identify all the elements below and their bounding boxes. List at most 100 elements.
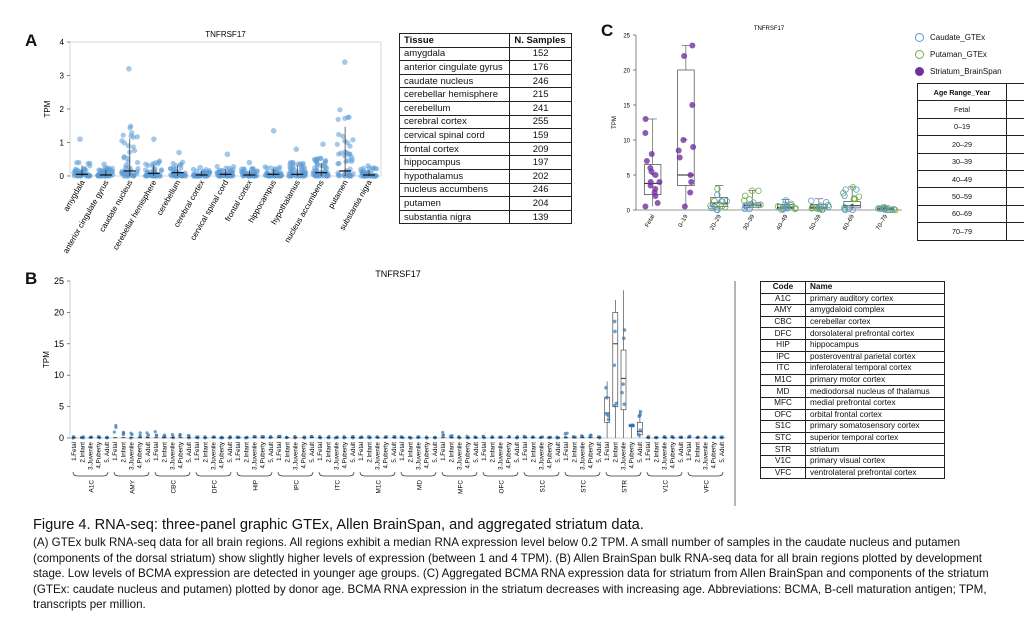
data-point <box>134 134 140 140</box>
striatum-point <box>656 179 663 185</box>
y-tick-label: 20 <box>623 69 630 75</box>
caudate-point <box>849 206 856 214</box>
data-point <box>337 107 343 113</box>
stage-label: 4.Puberty <box>383 441 390 468</box>
putaman-point <box>851 195 858 202</box>
stage-label: 2.Infant <box>243 442 250 463</box>
region-name-cell: orbital frontal cortex <box>805 408 945 422</box>
data-point <box>621 382 625 386</box>
tissue-cell: cerebellum <box>398 100 511 116</box>
age-range-cell: Fetal <box>917 100 1007 119</box>
stage-label: 2.Infant <box>79 442 86 463</box>
data-point <box>96 167 102 173</box>
age-table-row: 30–39 <box>917 152 1024 171</box>
data-point <box>612 319 617 324</box>
legend-caudate: Caudate_GTEx <box>915 29 1024 46</box>
stage-label: 2.Infant <box>325 442 332 463</box>
stage-label: 5. Adult <box>637 442 644 463</box>
y-tick-label: 20 <box>54 307 64 317</box>
group-label: VFC <box>704 480 711 493</box>
x-tick-label: 30–39 <box>743 213 757 231</box>
n-samples-cell: 255 <box>509 114 572 130</box>
stage-label: 5. Adult <box>391 442 398 463</box>
max-point <box>246 159 253 166</box>
caudate-point <box>714 191 721 199</box>
chart-a-title: TNFRSF17 <box>205 30 246 39</box>
tissue-cell: substantia nigra <box>398 209 511 225</box>
data-point <box>598 435 602 439</box>
age-table-row: Fetal <box>917 100 1024 119</box>
tissue-table-row: cervical spinal cord 159 <box>398 128 572 143</box>
data-point <box>207 169 213 176</box>
data-point <box>186 433 191 438</box>
region-name-cell: superior temporal cortex <box>805 431 945 445</box>
data-point <box>311 172 317 178</box>
data-point <box>129 130 135 136</box>
code-table-row: OFC orbital frontal cortex <box>760 408 945 422</box>
data-point <box>335 116 341 123</box>
age-n-cell <box>1006 169 1024 189</box>
data-point <box>347 166 353 172</box>
putaman-point <box>892 206 899 214</box>
region-name-cell: hippocampus <box>805 338 945 352</box>
data-point <box>96 434 101 439</box>
region-name-cell: amygdaloid complex <box>805 304 945 317</box>
region-name-cell: primary somatosensory cortex <box>805 420 945 433</box>
code-table: Code Name A1C primary auditory cortex AMY a… <box>760 281 945 480</box>
y-tick-label: 3 <box>60 72 65 81</box>
stage-label: 3.Juvenile <box>457 441 464 469</box>
code-cell: VFC <box>760 466 806 480</box>
stage-label: 3.Juvenile <box>252 441 259 469</box>
code-cell: M1C <box>760 373 806 387</box>
stage-label: 2.Infant <box>653 442 660 463</box>
age-range-cell: 70–79 <box>917 222 1007 241</box>
legend-caudate-label: Caudate_GTEx <box>930 33 986 42</box>
striatum-legend-marker <box>915 67 924 76</box>
data-point <box>334 141 340 147</box>
region-name-cell: primary auditory cortex <box>805 292 945 306</box>
age-table-row: 0–19 <box>917 117 1024 137</box>
striatum-point <box>675 147 682 154</box>
caudate-point <box>818 206 825 213</box>
data-point <box>178 161 184 167</box>
striatum-point <box>689 102 696 108</box>
data-point <box>620 390 624 395</box>
tissue-cell: hypothalamus <box>398 168 511 184</box>
data-point <box>288 169 294 175</box>
code-cell: S1C <box>760 420 806 433</box>
age-n-cell <box>1006 100 1024 119</box>
group-bracket <box>564 471 601 477</box>
region-name-cell: primary motor cortex <box>805 373 945 387</box>
region-name-cell: inferolateral temporal cortex <box>805 362 945 375</box>
stage-label: 3.Juvenile <box>375 441 382 469</box>
stage-label: 3.Juvenile <box>211 441 218 469</box>
region-name-cell: cerebellar cortex <box>805 315 945 329</box>
stage-label: 5. Adult <box>678 442 685 463</box>
age-n-cell <box>1006 152 1024 171</box>
stage-label: 3.Juvenile <box>88 441 95 469</box>
stage-label: 2.Infant <box>530 442 537 463</box>
max-point <box>126 66 132 72</box>
striatum-point <box>689 42 696 49</box>
group-label: ITC <box>335 480 342 491</box>
group-bracket <box>441 471 478 477</box>
stage-label: 4.Puberty <box>178 441 185 468</box>
data-point <box>212 435 216 439</box>
region-name-cell: posteroventral parietal cortex <box>805 350 945 364</box>
caudate-point <box>741 205 748 212</box>
stage-label: 3.Juvenile <box>170 441 177 469</box>
legend-putaman: Putaman_GTEx <box>915 46 1024 63</box>
n-samples-header: N. Samples <box>509 33 572 48</box>
caudate-point <box>783 204 791 211</box>
putaman-point <box>748 187 756 194</box>
stage-label: 1.Fetal <box>276 442 283 461</box>
data-point <box>262 164 268 170</box>
region-name-cell: mediodorsal nucleus of thalamus <box>805 385 945 398</box>
data-point <box>121 153 127 160</box>
data-point <box>152 166 158 172</box>
data-point <box>604 385 608 390</box>
code-table-row: AMY amygdaloid complex <box>760 304 945 317</box>
age-table-wrap: Age Range_Year N Fetal0–1920–2930–3940–4… <box>917 83 1024 241</box>
data-point <box>287 159 294 166</box>
